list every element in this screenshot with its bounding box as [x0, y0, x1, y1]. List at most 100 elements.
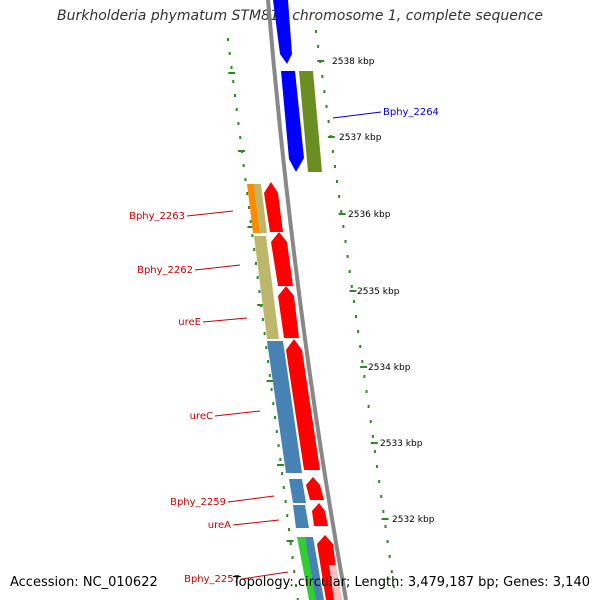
guide-dot	[371, 435, 374, 438]
guide-dot	[239, 136, 242, 139]
leader-urea	[232, 519, 280, 526]
leader-bphy-2257	[241, 571, 289, 580]
guide-dot	[249, 220, 252, 223]
cog-bar-bphy-2259	[289, 479, 306, 503]
guide-dot	[340, 210, 343, 213]
gene-label-uree[interactable]: ureE	[178, 317, 201, 328]
guide-dot	[251, 234, 254, 237]
tick-label: 2532 kbp	[392, 515, 435, 525]
guide-dot	[338, 195, 341, 198]
guide-dot	[390, 570, 393, 573]
guide-dot	[265, 346, 268, 349]
guide-dot	[270, 388, 273, 391]
topology-text: Topology: circular; Length: 3,479,187 bp…	[232, 575, 590, 590]
guide-dot	[237, 122, 240, 125]
tick-label: 2536 kbp	[348, 210, 391, 220]
guide-dot	[382, 510, 385, 513]
guide-dot	[267, 360, 270, 363]
guide-dot	[361, 360, 364, 363]
forward-genes	[273, 0, 304, 172]
guide-dot	[392, 585, 395, 588]
guide-dot	[268, 374, 271, 377]
guide-dot	[244, 178, 247, 181]
guide-dot	[258, 290, 261, 293]
cog-bar-bphy-2262	[254, 236, 279, 339]
leader-bphy-2262	[194, 264, 241, 271]
cog-bar-urec	[267, 341, 302, 473]
guide-dot	[232, 80, 235, 83]
guide-dot	[256, 276, 259, 279]
tick-mark	[277, 464, 285, 466]
guide-dot	[327, 120, 330, 123]
tick-mark	[317, 60, 325, 62]
tick-mark	[257, 304, 265, 306]
guide-dot	[274, 416, 277, 419]
guide-dot	[331, 150, 334, 153]
tick-mark	[381, 518, 389, 520]
gene-label-bphy-2264[interactable]: Bphy_2264	[383, 107, 439, 118]
guide-dot	[352, 300, 355, 303]
tick-label: 2535 kbp	[357, 287, 400, 297]
gene-label-bphy-2257[interactable]: Bphy_2257	[184, 574, 240, 585]
gene-arrow-uree	[278, 286, 299, 338]
guide-dot	[242, 164, 245, 167]
guide-dot	[346, 255, 349, 258]
tick-label: 2537 kbp	[339, 133, 382, 143]
gene-arrow-bphy-2263	[264, 182, 283, 232]
tick-mark	[286, 540, 294, 542]
tick-marks	[228, 60, 389, 542]
gene-arrow-upstream	[273, 0, 292, 64]
tick-mark	[370, 442, 378, 444]
guide-dot	[227, 38, 229, 41]
guide-dot	[376, 465, 379, 468]
map-title: Burkholderia phymatum STM815 chromosome …	[56, 8, 543, 24]
guide-dot	[315, 30, 317, 33]
guide-dot	[293, 570, 296, 573]
guide-dot	[321, 75, 324, 78]
tick-label: 2538 kbp	[332, 57, 375, 67]
reverse-genes	[264, 182, 342, 600]
guide-dot	[363, 375, 366, 378]
guide-dot	[279, 458, 282, 461]
guide-dot	[384, 525, 387, 528]
tick-mark	[338, 213, 346, 215]
guide-dot	[365, 390, 368, 393]
guide-dot	[296, 598, 299, 600]
guide-dot	[325, 105, 328, 108]
guide-dot	[291, 556, 294, 559]
gene-label-bphy-2262[interactable]: Bphy_2262	[137, 265, 193, 276]
accession-text: Accession: NC_010622	[10, 575, 158, 590]
cog-bar-urea	[293, 505, 309, 528]
guide-dot	[254, 262, 257, 265]
guide-dot	[246, 192, 249, 195]
guide-dot	[228, 52, 231, 55]
leader-urec	[214, 410, 261, 417]
guide-dot	[333, 165, 336, 168]
guide-dot	[359, 345, 362, 348]
guide-dot	[230, 66, 233, 69]
guide-dot	[373, 450, 376, 453]
guide-dots	[227, 30, 395, 600]
guide-dot	[263, 332, 266, 335]
guide-dot	[380, 495, 383, 498]
guide-dot	[323, 90, 326, 93]
guide-dot	[295, 584, 298, 587]
gene-label-bphy-2263[interactable]: Bphy_2263	[129, 211, 185, 222]
leader-uree	[202, 317, 248, 323]
gene-arrow-urec	[286, 339, 320, 470]
guide-dot	[369, 420, 372, 423]
gene-label-bphy-2259[interactable]: Bphy_2259	[170, 497, 226, 508]
guide-dot	[344, 240, 347, 243]
tick-mark	[247, 226, 255, 228]
gene-label-urea[interactable]: ureA	[208, 520, 231, 531]
guide-dot	[247, 206, 250, 209]
guide-dot	[357, 330, 360, 333]
tick-mark	[237, 150, 245, 152]
guide-dot	[350, 285, 353, 288]
gene-arrow-bphy-2259	[306, 477, 324, 500]
gene-label-urec[interactable]: ureC	[190, 411, 213, 422]
cog-bar-bphy-2257-green	[297, 537, 317, 600]
guide-dot	[386, 540, 389, 543]
guide-dot	[272, 402, 275, 405]
